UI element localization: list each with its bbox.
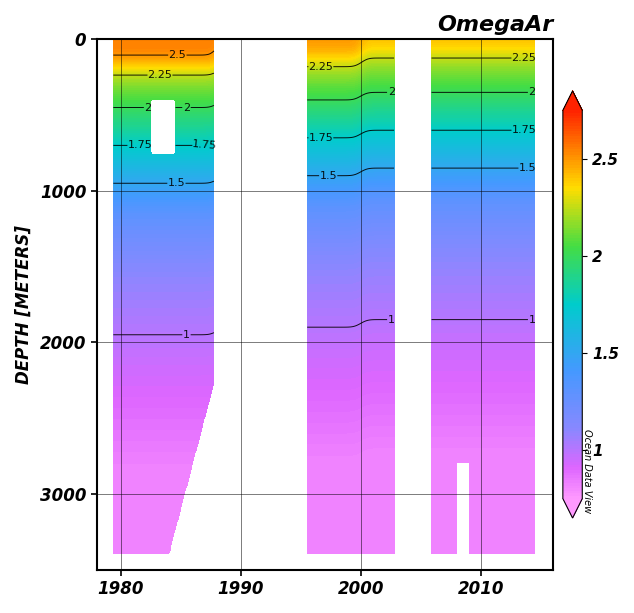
Text: 1.75: 1.75 [512,125,536,135]
Text: 1: 1 [183,330,190,340]
Text: 2.25: 2.25 [309,62,333,72]
Text: 1.75: 1.75 [127,140,152,150]
Text: 2: 2 [145,102,152,113]
Text: 2: 2 [529,88,536,97]
PathPatch shape [563,91,582,110]
Text: 1.5: 1.5 [167,178,185,188]
Text: 2.5: 2.5 [169,50,186,60]
Text: 1: 1 [388,314,395,325]
Text: 1.75: 1.75 [192,139,217,151]
PathPatch shape [563,498,582,518]
Text: 1.5: 1.5 [320,170,337,181]
Y-axis label: DEPTH [METERS]: DEPTH [METERS] [15,225,33,384]
Text: OmegaAr: OmegaAr [437,15,553,35]
Text: 2: 2 [183,102,190,113]
Text: 1.5: 1.5 [519,163,536,173]
Text: 1.75: 1.75 [309,133,333,143]
Text: 1: 1 [529,314,536,325]
Text: Ocean Data View: Ocean Data View [582,428,592,513]
Text: 2.25: 2.25 [512,53,536,63]
Text: 2.25: 2.25 [148,70,172,80]
Text: 2: 2 [388,88,395,97]
